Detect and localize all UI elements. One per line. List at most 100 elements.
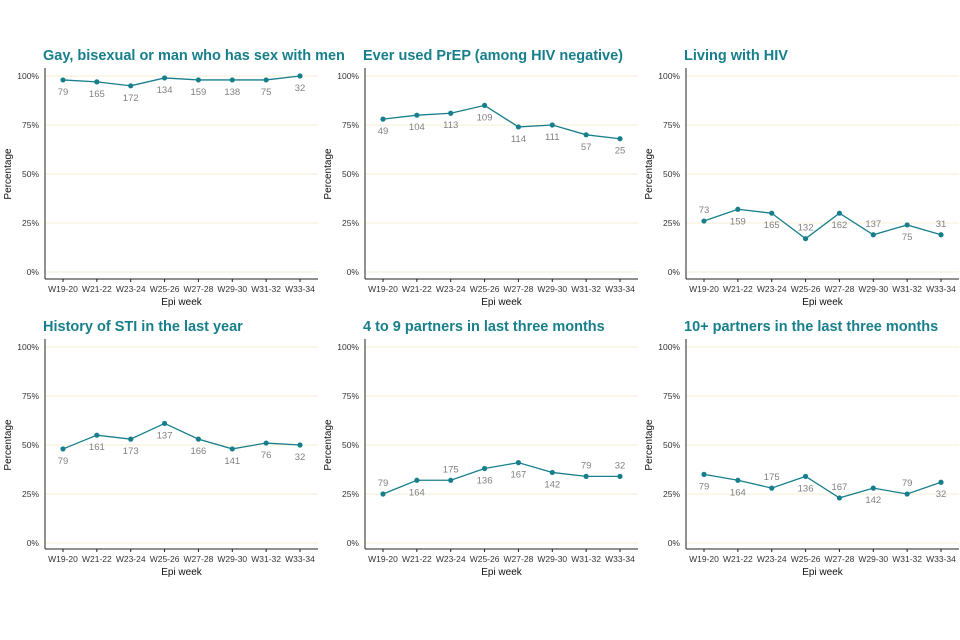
x-axis-title: Epi week (481, 297, 523, 308)
x-tick-label: W29-30 (858, 284, 888, 294)
x-tick-label: W29-30 (217, 284, 247, 294)
y-axis-title: Percentage (644, 148, 655, 200)
data-label: 161 (89, 442, 105, 453)
x-tick-label: W21-22 (402, 284, 432, 294)
data-point (481, 102, 488, 108)
data-label: 142 (544, 479, 560, 490)
panel-title: 4 to 9 partners in last three months (363, 319, 605, 335)
x-tick-label: W33-34 (926, 554, 956, 564)
x-axis-title: Epi week (481, 567, 523, 578)
y-tick-label: 75% (22, 391, 39, 401)
x-tick-label: W23-24 (116, 284, 146, 294)
series-line (703, 208, 942, 240)
data-point (481, 465, 488, 472)
data-label: 137 (865, 219, 881, 230)
y-tick-label: 100% (658, 342, 680, 352)
y-tick-label: 75% (22, 120, 39, 130)
x-tick-label: W19-20 (48, 284, 78, 294)
panel-title: 10+ partners in the last three months (684, 319, 938, 335)
data-point (380, 116, 386, 122)
x-tick-label: W23-24 (757, 284, 787, 294)
x-tick-label: W29-30 (217, 554, 247, 564)
data-label: 136 (477, 476, 493, 487)
data-label: 159 (190, 87, 206, 98)
y-tick-label: 100% (658, 71, 680, 81)
data-point (802, 473, 809, 479)
chart-panel-3: Living with HIV 0% 25% 50% 75% 100% W19-20 W21-… (644, 48, 959, 308)
x-tick-label: W21-22 (402, 554, 432, 564)
data-point (60, 446, 66, 452)
data-point (515, 124, 522, 130)
series-line (62, 422, 301, 450)
data-point (583, 473, 589, 479)
data-point (802, 236, 809, 242)
y-tick-label: 25% (663, 218, 680, 228)
x-tick-label: W29-30 (858, 554, 888, 564)
y-tick-label: 50% (342, 440, 359, 450)
data-label: 175 (764, 472, 780, 483)
y-tick-label: 75% (663, 120, 680, 130)
data-point (904, 491, 910, 497)
x-tick-label: W19-20 (368, 284, 398, 294)
data-point (735, 477, 741, 483)
data-label: 142 (865, 495, 881, 506)
data-label: 165 (89, 89, 105, 100)
x-tick-label: W33-34 (926, 284, 956, 294)
data-point (297, 442, 303, 448)
data-label: 114 (511, 134, 526, 145)
data-point (836, 210, 843, 216)
y-tick-label: 0% (668, 538, 681, 548)
data-label: 134 (157, 85, 173, 96)
data-label: 79 (378, 478, 389, 489)
y-tick-label: 0% (27, 538, 40, 548)
data-label: 172 (123, 93, 139, 104)
x-tick-label: W19-20 (689, 284, 719, 294)
x-tick-label: W33-34 (605, 284, 635, 294)
data-label: 138 (224, 87, 240, 98)
data-point (128, 83, 134, 89)
data-point (229, 446, 235, 452)
data-point (870, 485, 876, 491)
x-tick-label: W33-34 (285, 554, 315, 564)
series-line (62, 75, 301, 87)
data-point (549, 469, 555, 476)
data-point (94, 79, 100, 85)
x-axis-title: Epi week (161, 297, 203, 308)
x-tick-label: W25-26 (470, 284, 500, 294)
y-tick-label: 100% (337, 71, 359, 81)
data-label: 165 (764, 220, 780, 231)
y-tick-label: 0% (347, 267, 360, 277)
x-tick-label: W27-28 (184, 554, 214, 564)
x-tick-label: W25-26 (150, 284, 180, 294)
x-tick-label: W25-26 (791, 284, 821, 294)
x-tick-label: W31-32 (571, 284, 601, 294)
data-point (263, 440, 269, 446)
data-label: 73 (699, 205, 710, 216)
data-label: 32 (295, 83, 306, 94)
data-label: 79 (581, 460, 592, 471)
x-tick-label: W33-34 (605, 554, 635, 564)
data-label: 167 (831, 482, 847, 493)
y-axis-title: Percentage (323, 148, 334, 200)
y-tick-label: 100% (17, 342, 39, 352)
data-point (938, 479, 944, 485)
data-label: 49 (378, 126, 389, 137)
panel-title: History of STI in the last year (43, 319, 243, 335)
data-point (735, 206, 741, 212)
y-tick-label: 50% (22, 440, 39, 450)
chart-panel-6: 10+ partners in the last three months 0% 2… (644, 319, 959, 578)
data-point (263, 77, 269, 83)
data-point (583, 132, 589, 138)
y-tick-label: 0% (668, 267, 681, 277)
data-label: 136 (798, 483, 814, 494)
y-tick-label: 0% (27, 267, 40, 277)
data-label: 79 (58, 456, 69, 467)
x-tick-label: W21-22 (82, 284, 112, 294)
x-tick-label: W23-24 (116, 554, 146, 564)
y-tick-label: 50% (22, 169, 39, 179)
data-label: 79 (58, 87, 69, 98)
y-tick-label: 25% (342, 489, 359, 499)
x-tick-label: W23-24 (757, 554, 787, 564)
y-tick-label: 0% (347, 538, 360, 548)
